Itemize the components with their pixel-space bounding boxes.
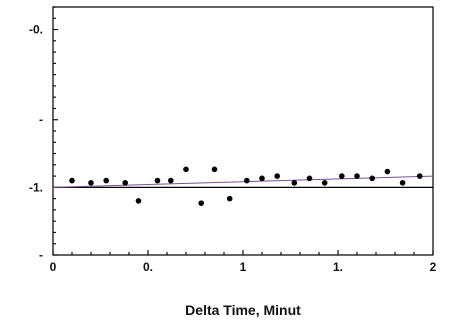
data-point	[354, 173, 360, 179]
y-tick-label: -	[39, 248, 43, 262]
x-tick-label: 0.	[143, 260, 153, 274]
data-point	[211, 166, 218, 173]
plot-frame	[52, 6, 434, 256]
x-tick-label: 1	[240, 260, 247, 274]
y-axis-tick-labels: -0. - -1. -	[29, 23, 43, 262]
data-point	[399, 180, 406, 186]
data-point	[122, 180, 128, 186]
data-point	[168, 177, 174, 184]
data-point	[259, 175, 265, 182]
y-axis-ticks	[53, 6, 58, 256]
y-tick-label: -0.	[29, 23, 43, 37]
y-tick-label: -	[39, 113, 43, 127]
data-point	[369, 175, 376, 182]
data-point	[226, 195, 233, 202]
data-point	[244, 177, 250, 184]
data-point	[154, 177, 161, 184]
trend-line	[52, 175, 434, 188]
data-point	[321, 180, 328, 186]
data-point	[291, 180, 298, 186]
data-point	[274, 173, 281, 179]
data-point	[339, 173, 345, 179]
data-point	[384, 168, 391, 175]
data-point	[69, 177, 75, 184]
data-point	[416, 173, 423, 179]
data-point	[183, 166, 189, 173]
x-axis-ticks	[52, 250, 434, 255]
y-tick-label: -1.	[29, 180, 43, 194]
data-point	[88, 180, 94, 186]
x-tick-label: 2	[430, 260, 437, 274]
data-point	[103, 177, 109, 184]
x-tick-label: 0	[50, 260, 57, 274]
data-point	[306, 175, 313, 182]
x-tick-label: 1.	[333, 260, 343, 274]
data-point	[135, 198, 142, 204]
data-points	[69, 166, 423, 206]
x-axis-tick-labels: 0 0. 1 1. 2	[50, 260, 437, 274]
x-axis-title: Delta Time, Minut	[185, 302, 301, 318]
chart-lines	[52, 175, 434, 189]
data-point	[198, 200, 204, 206]
